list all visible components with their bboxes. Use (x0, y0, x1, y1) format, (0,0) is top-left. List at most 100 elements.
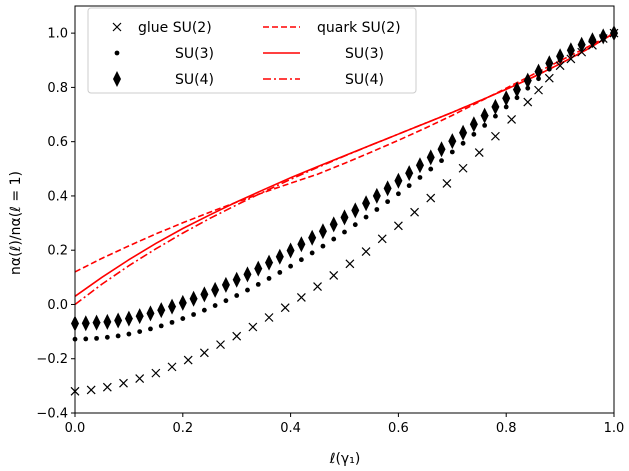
data-point (566, 54, 576, 64)
data-point (534, 85, 543, 95)
data-point (199, 348, 209, 358)
data-point (363, 214, 369, 220)
data-point (200, 286, 209, 303)
data-point (555, 61, 565, 71)
x-tick-label: 0.8 (496, 421, 517, 436)
y-axis-label: nα(ℓ)/nα(ℓ = 1) (8, 171, 24, 275)
series-layer (70, 25, 619, 396)
data-point (168, 298, 177, 315)
data-point (493, 113, 498, 119)
data-point (318, 223, 327, 240)
data-point (320, 243, 326, 249)
data-point (169, 319, 175, 325)
data-point (449, 149, 455, 155)
data-point (137, 329, 143, 334)
data-point (104, 334, 110, 340)
series-line-quark-su2 (74, 32, 615, 273)
data-point (351, 202, 360, 219)
data-point (523, 97, 533, 107)
data-point (216, 340, 225, 350)
data-point (406, 183, 412, 189)
series-glue-su4 (71, 25, 618, 332)
data-point (566, 42, 575, 59)
data-point (86, 385, 96, 395)
data-point (480, 107, 489, 124)
data-point (372, 187, 381, 204)
data-point (221, 276, 230, 293)
data-point (439, 158, 444, 164)
legend-markers (112, 22, 300, 87)
y-tick-label: 0.4 (47, 189, 68, 204)
data-point (458, 163, 468, 173)
legend-label-quark-su4: SU(4) (345, 72, 384, 88)
x-tick-label: 0.2 (172, 421, 193, 436)
legend-label-glue-su2: glue SU(2) (138, 20, 212, 36)
data-point (254, 260, 263, 277)
legend-box (87, 7, 417, 94)
data-point (448, 133, 457, 150)
data-point (119, 378, 128, 388)
legend-marker-glue-su2 (112, 22, 122, 32)
data-point (234, 293, 240, 298)
data-point (577, 36, 586, 53)
axes-layer: 0.0 0.2 0.4 0.6 0.8 1.0 −0.4 −0.2 0.0 0.2 0.4 0.6 0.… (36, 5, 625, 436)
x-tick-label: 0.4 (280, 421, 301, 436)
data-point (345, 259, 355, 269)
y-tick-label: 0.8 (47, 81, 68, 96)
data-point (362, 195, 371, 212)
data-point (415, 157, 424, 174)
y-tick-label: 1.0 (47, 27, 68, 42)
data-point (588, 32, 597, 49)
x-axis-label: ℓ(γ₁) (329, 451, 361, 467)
data-point (469, 116, 478, 133)
x-tick-label: 0.6 (388, 421, 409, 436)
data-point (297, 236, 306, 253)
data-point (191, 312, 196, 317)
data-point (385, 199, 391, 205)
data-point (212, 303, 218, 308)
data-point (459, 124, 468, 141)
data-point (426, 193, 436, 203)
data-point (158, 323, 164, 329)
data-point (296, 292, 306, 302)
data-point (223, 298, 229, 304)
data-point (340, 209, 349, 226)
data-point (410, 207, 419, 217)
y-tick-label: −0.4 (36, 407, 68, 422)
plot-frame (74, 5, 615, 414)
data-point (298, 257, 304, 263)
data-point (482, 122, 488, 128)
y-tick-label: 0.6 (47, 135, 68, 150)
x-tick-label: 0.0 (65, 421, 86, 436)
data-point (288, 263, 293, 269)
data-point (383, 180, 392, 197)
data-point (201, 307, 207, 313)
legend-marker-glue-su3 (114, 50, 120, 56)
data-point (83, 336, 89, 342)
data-point (377, 234, 387, 244)
data-point (474, 148, 484, 157)
data-point (280, 303, 290, 313)
data-point (426, 149, 435, 166)
data-point (103, 313, 112, 330)
data-point (329, 271, 339, 280)
data-point (255, 281, 261, 287)
data-point (157, 302, 166, 319)
data-point (266, 276, 272, 281)
data-point (180, 316, 186, 321)
data-point (396, 191, 401, 197)
data-point (248, 322, 258, 332)
data-point (491, 98, 500, 115)
y-tick-label: −0.2 (36, 352, 68, 367)
data-point (490, 131, 500, 141)
data-point (264, 313, 274, 322)
data-point (308, 229, 317, 246)
x-tick-label: 1.0 (604, 421, 625, 436)
data-point (114, 312, 123, 329)
y-tick-label: 0.0 (47, 298, 68, 313)
data-point (94, 335, 99, 341)
data-point (460, 140, 466, 146)
data-point (534, 63, 543, 80)
y-tick-label: 0.2 (47, 244, 68, 259)
data-point (277, 270, 283, 275)
